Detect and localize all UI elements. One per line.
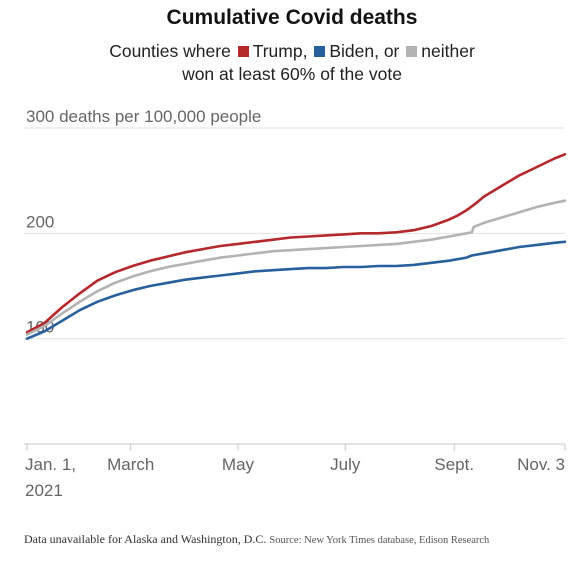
legend-label-biden: Biden, or — [329, 41, 400, 61]
subtitle-prefix: Counties where — [109, 41, 231, 61]
y-tick-label: 300 deaths per 100,000 people — [26, 107, 261, 126]
legend-swatch-biden — [314, 46, 326, 57]
legend-label-neither: neither — [421, 41, 475, 61]
chart-footnote: Data unavailable for Alaska and Washingt… — [24, 531, 564, 549]
series-line-neither — [25, 199, 567, 336]
legend-label-trump: Trump, — [252, 41, 308, 61]
source-text: Source: New York Times database, Edison … — [269, 535, 490, 546]
x-tick-label: Jan. 1, — [25, 455, 76, 474]
x-tick-label: Nov. 3 — [517, 455, 565, 474]
x-tick-label: July — [330, 455, 361, 474]
y-tick-label: 200 — [26, 212, 54, 231]
series-line-biden — [25, 240, 567, 340]
x-tick-label: March — [107, 455, 154, 474]
legend-swatch-trump — [237, 46, 249, 57]
x-tick-label: May — [222, 455, 255, 474]
chart-title: Cumulative Covid deaths — [166, 6, 418, 29]
chart-subtitle: Counties where Trump, Biden, or neither … — [0, 40, 584, 86]
legend-swatch-neither — [406, 46, 418, 57]
series-line-trump — [25, 153, 567, 334]
x-tick-label: Sept. — [434, 455, 474, 474]
subtitle-line2: won at least 60% of the vote — [182, 64, 402, 84]
footnote-text: Data unavailable for Alaska and Washingt… — [24, 532, 267, 546]
x-tick-label-year: 2021 — [25, 481, 63, 500]
